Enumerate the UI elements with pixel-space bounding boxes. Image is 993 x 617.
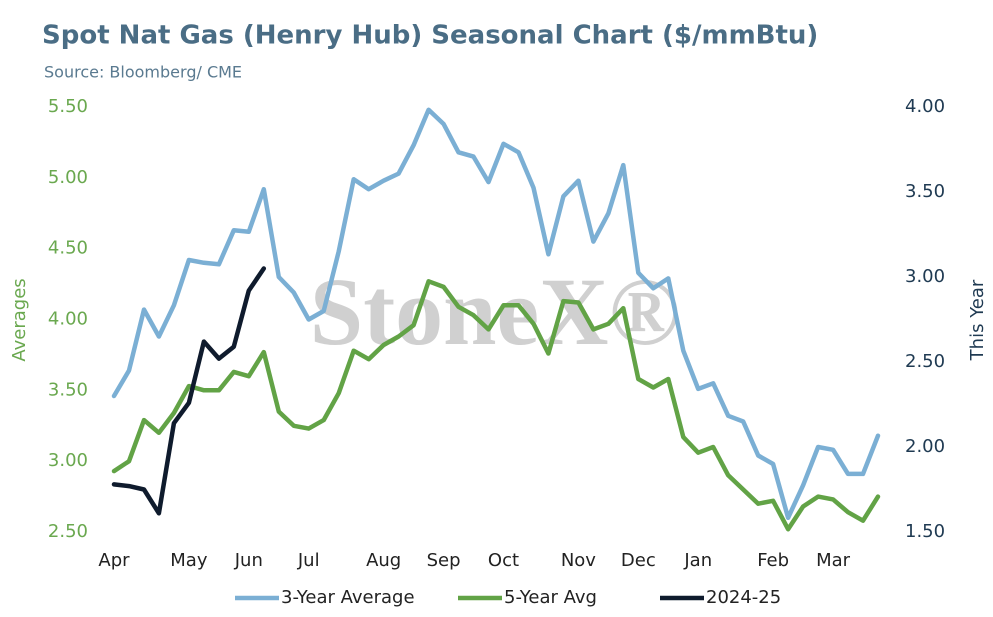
y2-tick-label: 1.50: [905, 521, 945, 542]
x-tick-label: Jan: [683, 550, 712, 571]
legend-label: 5-Year Avg: [504, 587, 597, 608]
legend-label: 2024-25: [706, 587, 781, 608]
y-tick-label: 4.00: [48, 309, 88, 330]
y-tick-label: 5.50: [48, 96, 88, 117]
y2-tick-label: 2.00: [905, 436, 945, 457]
x-tick-label: Nov: [561, 550, 596, 571]
y-tick-label: 5.00: [48, 167, 88, 188]
y2-tick-label: 3.50: [905, 181, 945, 202]
y2-tick-label: 4.00: [905, 96, 945, 117]
legend-label: 3-Year Average: [281, 587, 415, 608]
x-tick-label: Dec: [621, 550, 656, 571]
series-line: [111, 266, 267, 516]
x-tick-label: May: [170, 550, 208, 571]
x-tick-label: Mar: [816, 550, 851, 571]
x-tick-label: Jul: [297, 550, 320, 571]
x-tick-label: Apr: [98, 550, 130, 571]
x-tick-label: Jun: [234, 550, 263, 571]
chart-subtitle: Source: Bloomberg/ CME: [44, 63, 242, 82]
series-line: [111, 107, 881, 521]
x-tick-label: Feb: [757, 550, 789, 571]
x-tick-label: Oct: [488, 550, 519, 571]
y2-tick-label: 2.50: [905, 351, 945, 372]
x-tick-label: Aug: [366, 550, 401, 571]
series-line: [111, 279, 881, 532]
y-tick-label: 2.50: [48, 521, 88, 542]
y-tick-label: 3.50: [48, 379, 88, 400]
x-tick-label: Sep: [427, 550, 461, 571]
y2-axis-title: This Year: [967, 279, 988, 361]
chart-title: Spot Nat Gas (Henry Hub) Seasonal Chart …: [42, 21, 818, 51]
y-tick-label: 4.50: [48, 238, 88, 259]
y2-tick-label: 3.00: [905, 266, 945, 287]
y-tick-label: 3.00: [48, 450, 88, 471]
y-axis-title: Averages: [9, 278, 30, 361]
